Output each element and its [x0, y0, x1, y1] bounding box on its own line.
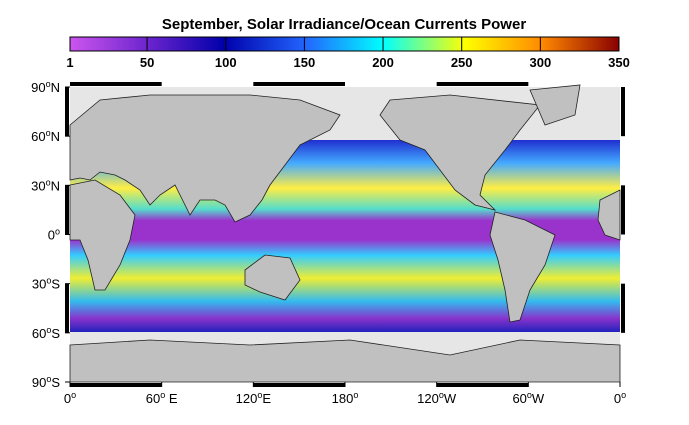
- tick-label-degree: o: [439, 390, 444, 400]
- tick-label-suffix: N: [51, 80, 60, 95]
- colorbar-tick-label: 350: [608, 55, 630, 70]
- tick-label-suffix: W: [444, 391, 457, 406]
- tick-label: 30oN: [31, 177, 60, 193]
- tick-label-degree: o: [353, 390, 358, 400]
- colorbar-tick-label: 1: [66, 55, 73, 70]
- tick-label-number: 30: [32, 277, 46, 292]
- tick-label: 180o: [332, 390, 359, 406]
- south-america: [489, 211, 556, 323]
- tick-label-number: 0: [614, 391, 621, 406]
- tick-label-number: 60: [32, 326, 46, 341]
- tick-label-number: 60: [31, 129, 45, 144]
- west-africa: [597, 189, 621, 241]
- tick-label: 0o: [48, 227, 60, 243]
- chart-title: September, Solar Irradiance/Ocean Curren…: [162, 16, 526, 33]
- tick-label: 90oN: [31, 79, 60, 95]
- colorbar-tick-label: 50: [140, 55, 154, 70]
- tick-label-suffix: E: [262, 391, 271, 406]
- tick-label-suffix: E: [165, 391, 178, 406]
- tick-label-number: 90: [31, 80, 45, 95]
- australia: [244, 254, 301, 301]
- tick-label-degree: o: [527, 390, 532, 400]
- colorbar-tick-label: 200: [372, 55, 394, 70]
- colorbar: [69, 36, 620, 52]
- tick-label-suffix: S: [51, 375, 60, 390]
- tick-label-degree: o: [71, 390, 76, 400]
- colorbar-tick-label: 150: [294, 55, 316, 70]
- tick-label-degree: o: [55, 227, 60, 237]
- tick-label: 120oE: [236, 390, 272, 406]
- tick-label: 90oS: [32, 374, 60, 390]
- map-frame: [65, 82, 625, 387]
- tick-label: 60oS: [32, 325, 60, 341]
- tick-label-suffix: S: [51, 326, 60, 341]
- greenland: [529, 84, 581, 126]
- tick-label-degree: o: [621, 390, 626, 400]
- tick-label: 60oW: [512, 390, 544, 406]
- tick-label-number: 90: [32, 375, 46, 390]
- tick-label-number: 30: [31, 178, 45, 193]
- tick-label: 60oN: [31, 128, 60, 144]
- tick-label-number: 180: [332, 391, 354, 406]
- tick-label: 0o: [64, 390, 76, 406]
- tick-label-suffix: N: [51, 129, 60, 144]
- tick-label: 0o: [614, 390, 626, 406]
- tick-label-degree: o: [46, 128, 51, 138]
- africa: [69, 179, 136, 291]
- tick-label-number: 60: [512, 391, 526, 406]
- tick-label-number: 0: [64, 391, 71, 406]
- tick-label-degree: o: [46, 177, 51, 187]
- tick-label-number: 120: [417, 391, 439, 406]
- tick-label-suffix: S: [51, 277, 60, 292]
- tick-label-degree: o: [257, 390, 262, 400]
- tick-label-number: 0: [48, 228, 55, 243]
- tick-label-degree: o: [46, 374, 51, 384]
- antarctica: [69, 339, 621, 383]
- land: [69, 84, 621, 383]
- tick-label-degree: o: [46, 325, 51, 335]
- tick-label-suffix: W: [532, 391, 545, 406]
- colorbar-tick-label: 250: [451, 55, 473, 70]
- tick-label: 120oW: [417, 390, 457, 406]
- colorbar-tick-label: 100: [215, 55, 237, 70]
- eurasia: [69, 94, 341, 223]
- tick-label-degree: o: [46, 276, 51, 286]
- tick-label: 30oS: [32, 276, 60, 292]
- tick-label-suffix: N: [51, 178, 60, 193]
- tick-label: 60o E: [146, 390, 178, 406]
- tick-label-number: 60: [146, 391, 160, 406]
- tick-label-number: 120: [236, 391, 258, 406]
- tick-label-degree: o: [46, 79, 51, 89]
- north-america: [379, 94, 541, 211]
- colorbar-tick-label: 300: [529, 55, 551, 70]
- tick-label-degree: o: [160, 390, 165, 400]
